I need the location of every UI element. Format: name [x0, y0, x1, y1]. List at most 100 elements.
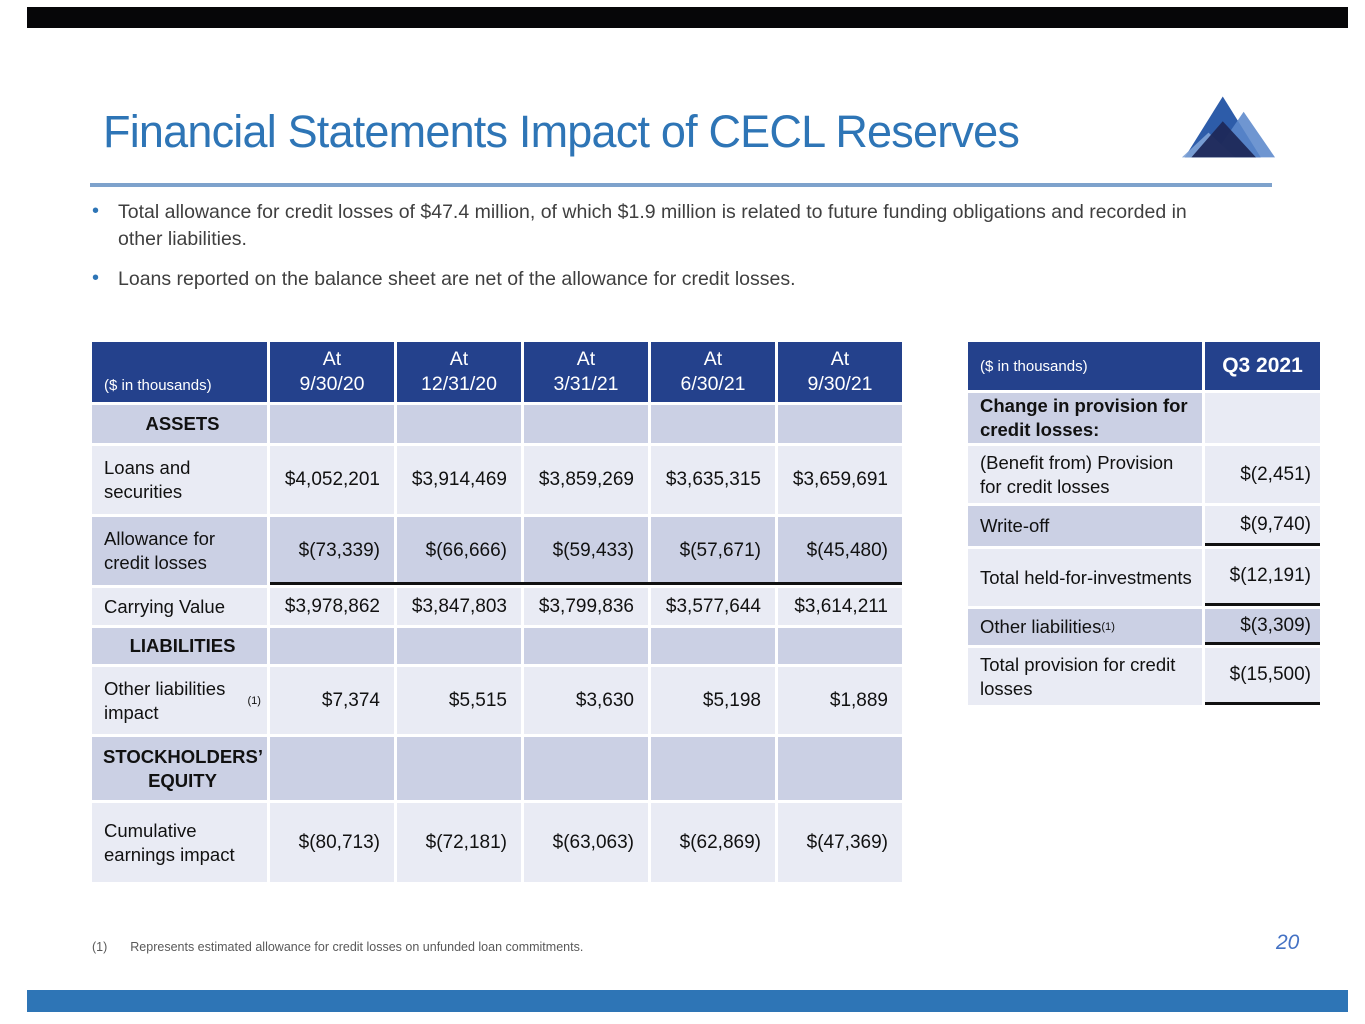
row-label: ASSETS [92, 405, 267, 443]
table-row: Change in provision for credit losses: [968, 393, 1320, 443]
cell-value: $(57,671) [651, 517, 775, 585]
cell-value [397, 628, 521, 664]
cell-value [651, 737, 775, 800]
row-label: LIABILITIES [92, 628, 267, 664]
row-label: Write-off [968, 506, 1202, 546]
cell-value: $(62,869) [651, 803, 775, 882]
bottom-accent-bar [27, 990, 1348, 1012]
bullet-list: Total allowance for credit losses of $47… [90, 198, 1205, 306]
bullet-item-1: Total allowance for credit losses of $47… [90, 198, 1205, 253]
cell-value: $3,659,691 [778, 446, 902, 514]
cell-value [778, 405, 902, 443]
row-label: Carrying Value [92, 588, 267, 625]
main-table-unit-label: ($ in thousands) [92, 342, 267, 402]
cell-value: $(2,451) [1205, 446, 1320, 503]
table-row: Other liabilities (1) $(3,309) [968, 609, 1320, 645]
table-row: Cumulative earnings impact $(80,713) $(72,… [92, 803, 902, 882]
row-label: STOCKHOLDERS’ EQUITY [92, 737, 267, 800]
main-table-column-header-1: At 9/30/20 [270, 342, 394, 402]
q3-table-period-header: Q3 2021 [1205, 342, 1320, 390]
row-label: Other liabilities (1) [968, 609, 1202, 645]
table-row: Other liabilities impact (1) $7,374 $5,515 $… [92, 667, 902, 734]
cell-value [270, 405, 394, 443]
cell-value: $(9,740) [1205, 506, 1320, 546]
cell-value: $4,052,201 [270, 446, 394, 514]
main-table-column-header-3: At 3/31/21 [524, 342, 648, 402]
cell-value: $3,859,269 [524, 446, 648, 514]
page-number: 20 [1276, 931, 1300, 954]
cell-value [778, 628, 902, 664]
table-row: ASSETS [92, 405, 902, 443]
row-label: Other liabilities impact (1) [92, 667, 267, 734]
cell-value [524, 737, 648, 800]
cell-value: $1,889 [778, 667, 902, 734]
cell-value: $3,614,211 [778, 588, 902, 625]
q3-table-unit-label: ($ in thousands) [968, 342, 1202, 390]
cell-value: $3,914,469 [397, 446, 521, 514]
table-row: STOCKHOLDERS’ EQUITY [92, 737, 902, 800]
table-row: LIABILITIES [92, 628, 902, 664]
main-table-column-header-4: At 6/30/21 [651, 342, 775, 402]
cell-value: $(15,500) [1205, 648, 1320, 705]
row-label: Total provision for credit losses [968, 648, 1202, 705]
cell-value: $(72,181) [397, 803, 521, 882]
q3-table-header-row: ($ in thousands) Q3 2021 [968, 342, 1320, 390]
cell-value: $(47,369) [778, 803, 902, 882]
cell-value: $(73,339) [270, 517, 394, 585]
cell-value: $5,515 [397, 667, 521, 734]
table-row: (Benefit from) Provision for credit loss… [968, 446, 1320, 503]
cell-value [270, 737, 394, 800]
title-divider-rule [90, 183, 1272, 187]
table-row: Total held-for-investments $(12,191) [968, 549, 1320, 606]
slide-title: Financial Statements Impact of CECL Rese… [103, 106, 1020, 157]
row-label: Cumulative earnings impact [92, 803, 267, 882]
cell-value: $(3,309) [1205, 609, 1320, 645]
top-accent-bar [27, 7, 1348, 28]
footnote-marker: (1) [92, 940, 108, 954]
cell-value: $3,635,315 [651, 446, 775, 514]
cell-value: $(80,713) [270, 803, 394, 882]
cell-value: $7,374 [270, 667, 394, 734]
cell-value [397, 405, 521, 443]
row-label: Change in provision for credit losses: [968, 393, 1202, 443]
cell-value [524, 628, 648, 664]
footnote: (1) Represents estimated allowance for c… [92, 940, 583, 954]
cell-value [397, 737, 521, 800]
cell-value: $3,630 [524, 667, 648, 734]
cell-value: $(45,480) [778, 517, 902, 585]
main-table: ($ in thousands) At 9/30/20 At 12/31/20 At 3/3… [92, 342, 902, 885]
cell-value: $(12,191) [1205, 549, 1320, 606]
table-row: Total provision for credit losses $(15,50… [968, 648, 1320, 705]
cell-value [1205, 393, 1320, 443]
cell-value [270, 628, 394, 664]
cell-value: $3,978,862 [270, 588, 394, 625]
cell-value: $3,799,836 [524, 588, 648, 625]
main-table-column-header-2: At 12/31/20 [397, 342, 521, 402]
cell-value: $5,198 [651, 667, 775, 734]
main-table-header-row: ($ in thousands) At 9/30/20 At 12/31/20 At 3/3… [92, 342, 902, 402]
cell-value [651, 628, 775, 664]
subtotal-rule [270, 582, 902, 585]
cell-value: $3,577,644 [651, 588, 775, 625]
footnote-text: Represents estimated allowance for credi… [130, 940, 584, 954]
cell-value: $(66,666) [397, 517, 521, 585]
cell-value: $3,847,803 [397, 588, 521, 625]
q3-provision-table: ($ in thousands) Q3 2021 Change in provisi… [968, 342, 1320, 708]
table-row: Carrying Value $3,978,862 $3,847,803 $3,799… [92, 588, 902, 625]
row-label: (Benefit from) Provision for credit loss… [968, 446, 1202, 503]
table-row: Loans and securities $4,052,201 $3,914,469… [92, 446, 902, 514]
row-label: Total held-for-investments [968, 549, 1202, 606]
main-table-column-header-5: At 9/30/21 [778, 342, 902, 402]
cell-value [651, 405, 775, 443]
row-label: Allowance for credit losses [92, 517, 267, 585]
cell-value [524, 405, 648, 443]
bullet-item-2: Loans reported on the balance sheet are … [90, 265, 1205, 293]
mountain-logo-icon [1181, 96, 1275, 158]
table-row: Write-off $(9,740) [968, 506, 1320, 546]
cell-value: $(63,063) [524, 803, 648, 882]
cell-value: $(59,433) [524, 517, 648, 585]
cell-value [778, 737, 902, 800]
row-label: Loans and securities [92, 446, 267, 514]
table-row: Allowance for credit losses $(73,339) $(66… [92, 517, 902, 585]
